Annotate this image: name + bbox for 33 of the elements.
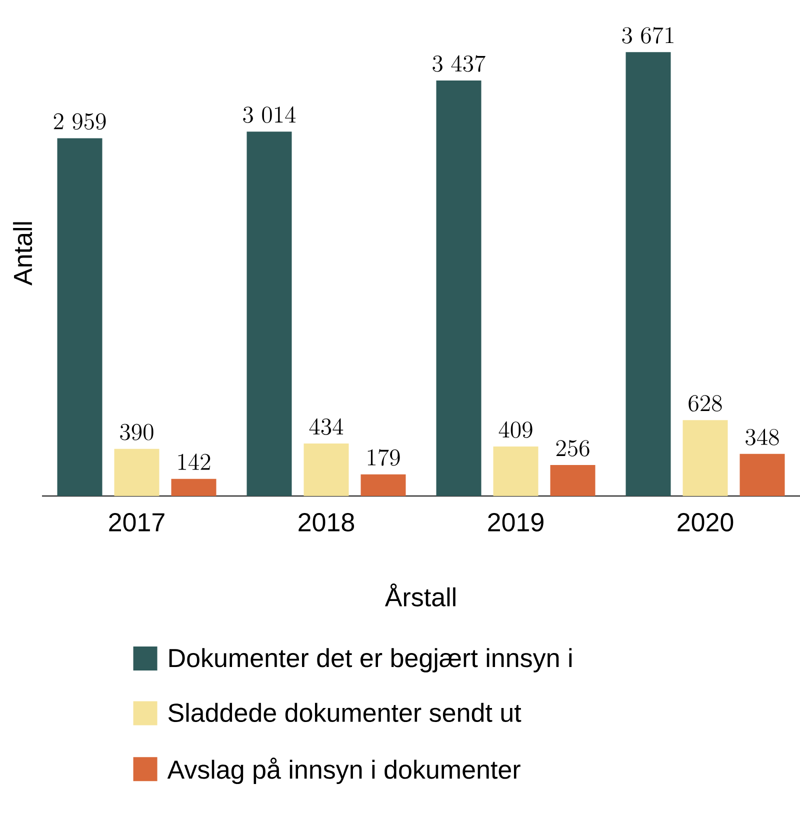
data-label: 2 959 [54, 113, 106, 130]
bar [57, 138, 102, 496]
bar [436, 80, 482, 496]
bar [493, 446, 538, 496]
bar [304, 444, 349, 496]
bar [360, 474, 406, 496]
data-label: 348 [746, 428, 779, 446]
bar [626, 52, 671, 496]
data-label: 256 [556, 440, 590, 456]
x-axis-title: Årstall [384, 584, 456, 606]
legend-label: Sladdede dokumenter sendt ut [168, 702, 522, 722]
data-label: 434 [309, 418, 344, 435]
x-tick-label: 2018 [298, 513, 354, 532]
data-label: 179 [368, 449, 400, 466]
data-label: 628 [688, 395, 722, 412]
legend-label: Dokumenter det er begjært innsyn i [169, 648, 572, 672]
x-tick-label: 2020 [678, 513, 734, 532]
bar [246, 132, 292, 496]
x-tick-label: 2019 [488, 513, 544, 532]
bar [740, 454, 785, 496]
data-label: 390 [120, 424, 154, 440]
data-label: 3 437 [432, 55, 486, 72]
data-label: 409 [498, 421, 532, 438]
legend-label: Avslag på innsyn i dokumenter [167, 758, 520, 784]
data-label: 3 671 [622, 26, 674, 44]
data-label: 142 [178, 454, 210, 470]
data-label: 3 014 [243, 106, 296, 124]
bar [550, 465, 596, 496]
bar [114, 448, 160, 496]
bar [682, 420, 728, 496]
y-axis-title: Antall [13, 222, 32, 286]
bar [171, 478, 216, 496]
x-tick-label: 2017 [109, 513, 164, 532]
